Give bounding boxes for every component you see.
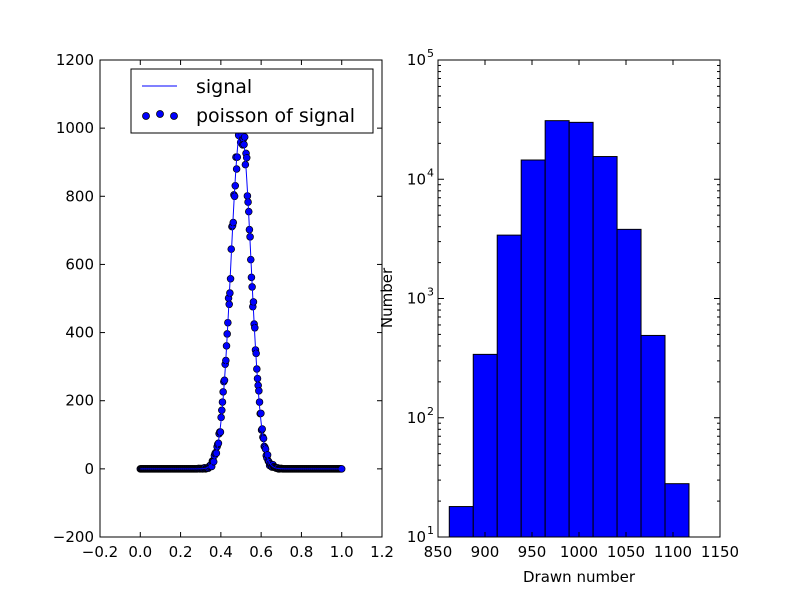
y-tick-exponent: 1 [427, 524, 434, 537]
x-tick-label: 0.4 [209, 543, 233, 561]
x-tick-label: 1150 [701, 543, 739, 561]
histogram-bar [640, 334, 666, 538]
y-tick-label: −200 [53, 528, 94, 546]
y-tick-label: 1200 [56, 51, 94, 69]
legend-poisson-marker-2 [156, 110, 164, 118]
legend-poisson-label: poisson of signal [196, 105, 355, 127]
histogram-xlabel: Drawn number [523, 568, 636, 586]
x-tick-label: 850 [424, 543, 453, 561]
x-tick-label: 1000 [560, 543, 598, 561]
y-tick-exponent: 5 [427, 47, 434, 60]
legend-poisson-marker-1 [142, 112, 150, 120]
y-tick-label: 0 [84, 460, 94, 478]
histogram-bar [592, 156, 618, 538]
y-tick-label: 200 [65, 392, 94, 410]
y-tick-label: 600 [65, 255, 94, 273]
y-tick-label: 10 [407, 170, 426, 188]
x-tick-label: 1.0 [330, 543, 354, 561]
histogram-bar [496, 234, 522, 538]
y-tick-label: 10 [407, 528, 426, 546]
histogram-bar [664, 483, 690, 538]
y-tick-label: 1000 [56, 119, 94, 137]
x-tick-label: 1100 [654, 543, 692, 561]
legend: signal poisson of signal [130, 68, 374, 134]
histogram-ylabel: Number [378, 267, 396, 328]
histogram-bar [544, 120, 570, 538]
y-tick-label: 400 [65, 324, 94, 342]
poisson-point [242, 154, 251, 162]
x-tick-label: 0.0 [128, 543, 152, 561]
y-tick-label: 800 [65, 187, 94, 205]
y-tick-label: 10 [407, 51, 426, 69]
poisson-point [240, 133, 249, 141]
histogram-bar [472, 353, 498, 538]
histogram-bar [616, 228, 642, 538]
x-tick-label: 1050 [607, 543, 645, 561]
y-tick-exponent: 2 [427, 405, 434, 418]
histogram-bar [520, 159, 546, 538]
x-tick-label: 900 [471, 543, 500, 561]
x-tick-label: 950 [518, 543, 547, 561]
histogram-bar [568, 121, 594, 538]
histogram-plot-area [448, 120, 690, 538]
signal-plot-ticks: −0.2 0.0 0.2 0.4 0.6 0.8 1.0 1.2 −200 0 200 400 600 8… [53, 51, 394, 561]
legend-signal-label: signal [196, 76, 252, 98]
x-tick-label: 0.6 [249, 543, 273, 561]
legend-box [130, 68, 374, 134]
y-tick-exponent: 3 [427, 286, 434, 299]
poisson-point [232, 165, 241, 173]
histogram-bar [448, 506, 474, 538]
y-tick-label: 10 [407, 409, 426, 427]
x-tick-label: −0.2 [82, 543, 118, 561]
x-tick-label: 1.2 [370, 543, 394, 561]
y-tick-label: 10 [407, 290, 426, 308]
signal-plot-frame [99, 59, 383, 538]
legend-poisson-marker-3 [170, 112, 178, 120]
y-tick-exponent: 4 [427, 166, 434, 179]
signal-plot: −0.2 0.0 0.2 0.4 0.6 0.8 1.0 1.2 −200 0 200 400 600 8… [53, 51, 394, 561]
x-tick-label: 0.2 [169, 543, 193, 561]
x-tick-label: 0.8 [289, 543, 313, 561]
